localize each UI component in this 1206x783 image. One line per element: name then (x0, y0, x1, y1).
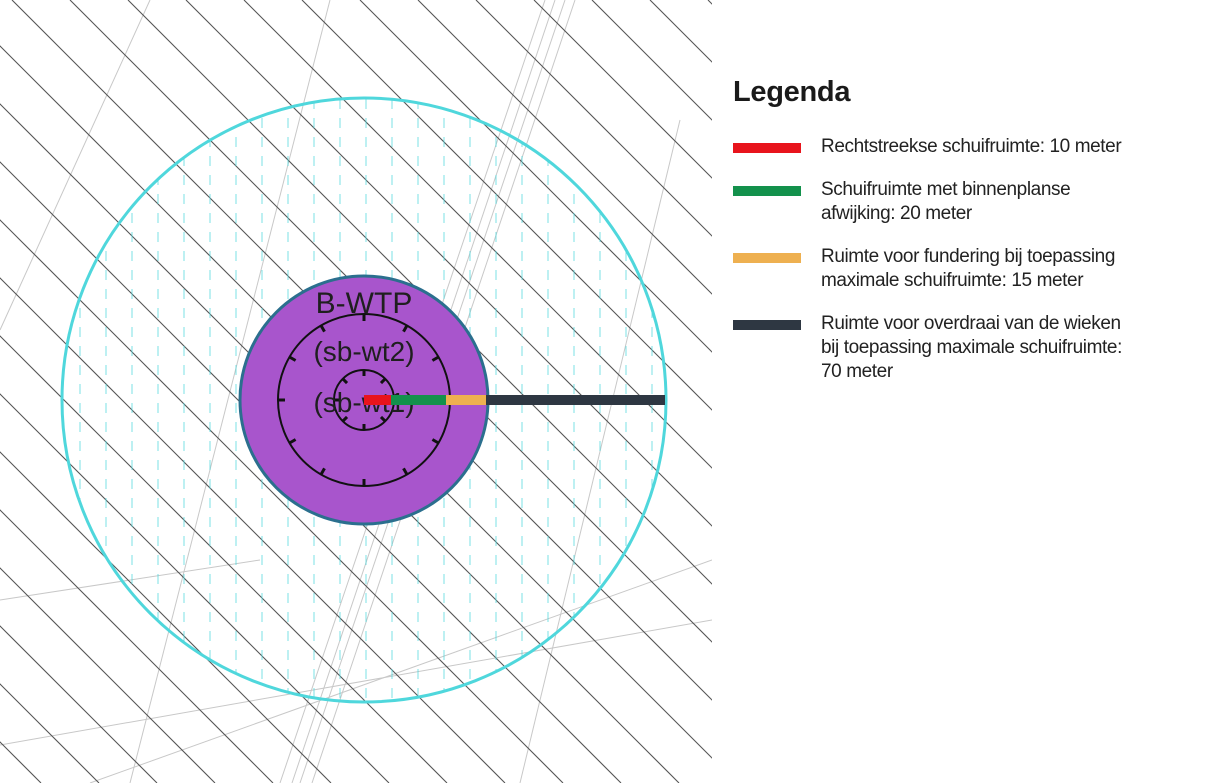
overdraai-bar (486, 395, 665, 405)
legend-label: Rechtstreekse schuifruimte: 10 meter (821, 136, 1122, 157)
parcel-line (89, 559, 712, 783)
fundering-bar (446, 395, 486, 405)
hatch-line (417, 0, 712, 295)
rechtstreekse-schuifruimte-bar (364, 395, 391, 405)
hatch-line (359, 0, 712, 353)
hatch-line (0, 625, 158, 783)
hatch-line (533, 0, 712, 179)
ring-tick (341, 415, 349, 423)
zone-label: B-WTP (316, 287, 413, 320)
ring-tick (319, 324, 326, 333)
hatch-line (0, 741, 42, 783)
ring-tick (288, 438, 297, 445)
legend-title: Legenda (733, 76, 851, 108)
legend-swatch-dark (733, 320, 801, 330)
legend-label: Ruimte voor fundering bij toepassing max… (821, 246, 1115, 291)
parcel-line (0, 559, 261, 601)
legend-item-fundering: Ruimte voor fundering bij toepassing max… (733, 245, 1193, 293)
hatch-line (0, 335, 448, 783)
hatch-line (0, 567, 216, 783)
ring-tick (379, 415, 387, 423)
ring-tick (341, 377, 349, 385)
legend: Legenda Rechtstreekse schuifruimte: 10 m… (733, 76, 1193, 403)
hatch-line (185, 0, 712, 527)
legend-item-rechtstreekse: Rechtstreekse schuifruimte: 10 meter (733, 135, 1193, 159)
legend-label: Schuifruimte met binnenplanse afwijking:… (821, 179, 1071, 224)
legend-item-overdraai: Ruimte voor overdraai van de wieken bij … (733, 312, 1193, 384)
legend-swatch-red (733, 143, 801, 153)
outer-zone-circle (60, 96, 668, 704)
hatch-line (0, 161, 622, 783)
hatch-line (475, 0, 712, 237)
ring-tick (431, 355, 440, 362)
hatch-line (127, 0, 712, 585)
legend-swatch-green (733, 186, 801, 196)
hatch-line (0, 277, 506, 783)
ring-tick (431, 438, 440, 445)
hatch-line (0, 509, 274, 783)
ring-tick (402, 324, 409, 333)
legend-item-binnenplanse: Schuifruimte met binnenplanse afwijking:… (733, 178, 1193, 226)
ring-tick (379, 377, 387, 385)
ring-tick (319, 467, 326, 476)
ring-tick (288, 355, 297, 362)
parcel-line (0, 619, 712, 746)
hatch-line (301, 0, 712, 411)
binnenplanse-afwijking-bar (391, 395, 446, 405)
parcel-line (519, 119, 681, 783)
legend-swatch-orange (733, 253, 801, 263)
ring-tick (402, 467, 409, 476)
legend-label: Ruimte voor overdraai van de wieken bij … (821, 313, 1122, 382)
hatch-line (0, 393, 390, 783)
hatch-line (0, 219, 564, 783)
hatch-line (0, 683, 100, 783)
sb-wt2-label: (sb-wt2) (313, 336, 414, 367)
hatch-line (243, 0, 712, 469)
parcel-line (0, 0, 151, 331)
